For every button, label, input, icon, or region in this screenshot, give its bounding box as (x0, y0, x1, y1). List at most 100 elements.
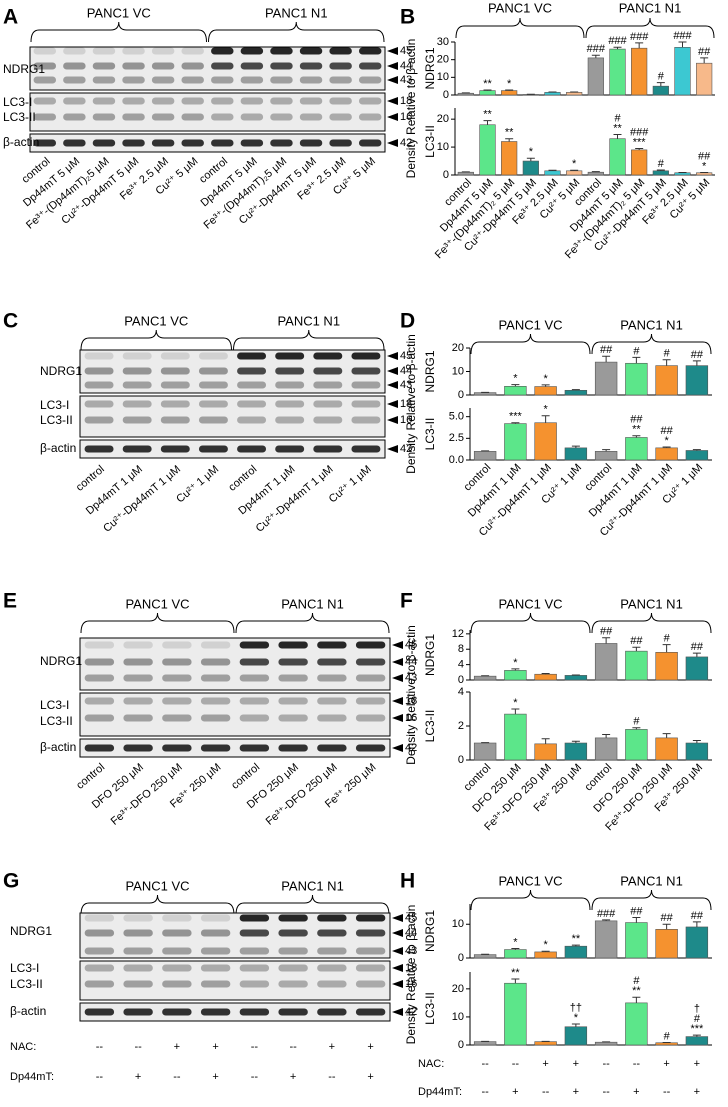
treatment-label: Dp44mT: (10, 1071, 54, 1083)
blot-band (162, 658, 192, 666)
blot-box (79, 439, 386, 459)
blot-band (200, 947, 231, 955)
blot-band (278, 929, 308, 937)
blot-box (79, 692, 391, 737)
marker-label: 44 (400, 60, 412, 72)
blot-band (181, 97, 204, 105)
blot-band (239, 658, 270, 666)
treatment-mark: -- (328, 1071, 336, 1083)
blot-band (355, 658, 386, 666)
marker-label: 43 (405, 672, 417, 684)
significance: * (664, 435, 669, 447)
blot-band (181, 76, 204, 84)
blot-band (92, 47, 116, 55)
error-bar (483, 120, 492, 125)
blot-band (84, 445, 114, 453)
blot-band (33, 139, 57, 147)
y-tick-label: 20 (452, 983, 464, 995)
significance: # (633, 345, 640, 357)
blot-band (317, 658, 347, 666)
blot-band (317, 641, 347, 649)
significance: # (633, 716, 640, 728)
blot-band (181, 47, 204, 55)
y-axis-label: Density Relative to β-actin (404, 39, 418, 179)
blot-band (270, 47, 293, 55)
row-label: NDRG1 (40, 364, 82, 378)
bar (685, 656, 709, 681)
y-tick-label: 10 (452, 918, 464, 930)
significance: ### (630, 126, 649, 138)
blot-band (317, 914, 347, 922)
error-bar (662, 446, 671, 448)
blot-band (200, 744, 231, 752)
bar (587, 57, 604, 96)
blot-band (92, 113, 116, 121)
group-label: PANC1 N1 (277, 313, 340, 328)
blot-band (122, 381, 152, 389)
error-bar (613, 134, 622, 139)
significance: ## (698, 150, 711, 162)
error-bar (591, 171, 600, 173)
bar (674, 46, 691, 96)
error-bar (692, 652, 701, 657)
y-tick-label: 4 (458, 686, 464, 698)
blot-band (240, 113, 264, 121)
significance: ### (597, 908, 616, 920)
panel-letter: H (400, 870, 415, 893)
blot-band (162, 714, 192, 722)
error-bar (526, 157, 535, 162)
blot-band (278, 980, 308, 988)
error-bar (570, 169, 579, 171)
blot-band (317, 1008, 347, 1016)
blot-band (278, 714, 308, 722)
error-bar (678, 41, 687, 48)
significance: * (529, 146, 534, 158)
bar (566, 92, 583, 96)
blot-band (313, 445, 343, 453)
treatment-mark: -- (96, 1071, 104, 1083)
treatment-label: NAC: (418, 1058, 444, 1070)
bar (534, 743, 557, 761)
blot-band (239, 674, 270, 682)
treatment-mark: -- (512, 1058, 520, 1070)
treatment-label: NAC: (10, 1041, 36, 1053)
blot-band (33, 47, 57, 55)
row-label: LC3-II (40, 413, 73, 427)
blot-band (299, 139, 323, 147)
blot-band (329, 97, 352, 105)
marker-arrow (387, 76, 398, 84)
blot-band (239, 1008, 270, 1016)
blot-band (299, 76, 323, 84)
treatment-mark: -- (633, 1058, 641, 1070)
significance: * (513, 936, 518, 948)
error-bar (541, 672, 550, 675)
blot-band (84, 1008, 115, 1016)
blot-band (122, 47, 145, 55)
blot-band (33, 62, 57, 70)
error-bar (692, 739, 701, 743)
treatment-mark: + (663, 1058, 669, 1070)
error-bar (613, 46, 622, 50)
blot-band (313, 352, 343, 360)
bar (587, 171, 604, 176)
significance: * (543, 404, 548, 416)
marker-arrow (387, 97, 398, 105)
marker-arrow (392, 641, 403, 649)
significance: ** (572, 933, 581, 945)
significance: * (507, 78, 512, 90)
blot-band (122, 113, 145, 121)
significance: ** (632, 424, 641, 436)
bar (566, 170, 583, 176)
blot-band (355, 947, 386, 955)
error-bar (483, 89, 492, 91)
marker-arrow (392, 980, 403, 988)
bar (631, 149, 648, 176)
blot-band (329, 62, 352, 70)
marker-label: 45 (405, 639, 417, 651)
blot-band (270, 62, 293, 70)
group-label: PANC1 VC (87, 5, 151, 20)
blot-band (122, 352, 152, 360)
significance: ## (600, 344, 613, 356)
marker-arrow (387, 416, 398, 424)
marker-label: 45 (400, 45, 412, 57)
